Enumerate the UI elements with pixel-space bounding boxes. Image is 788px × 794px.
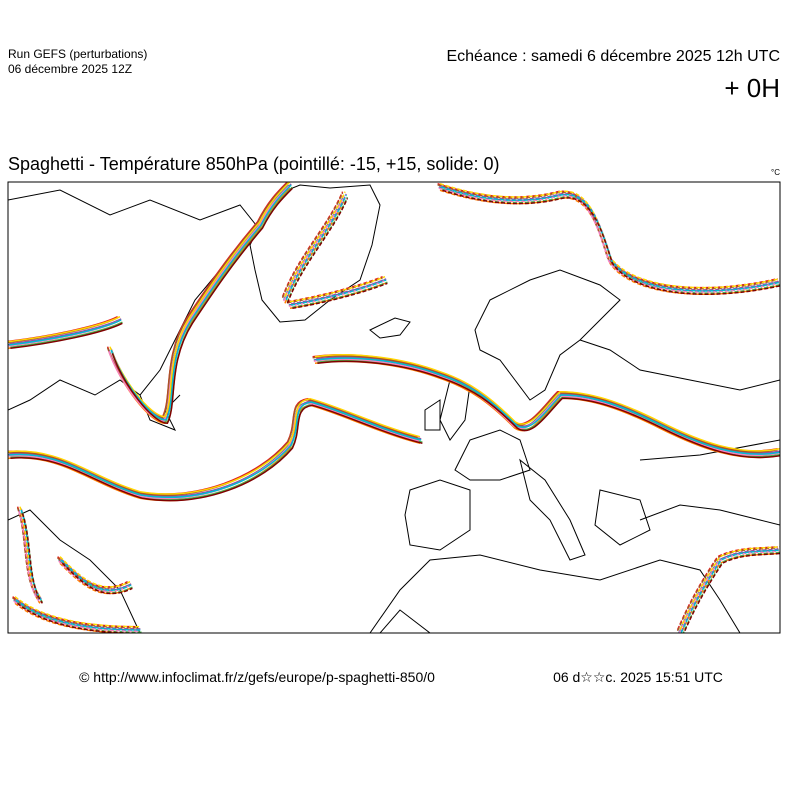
timestamp: 06 d☆☆c. 2025 15:51 UTC [553, 669, 723, 685]
echeance: Echéance : samedi 6 décembre 2025 12h UT… [446, 48, 780, 65]
dashed-contour [13, 510, 139, 632]
map [7, 181, 781, 634]
dashed-contour [676, 545, 778, 630]
lead-time: + 0H [724, 73, 780, 103]
dashed-contour [683, 552, 780, 633]
dashed-contour [437, 184, 778, 290]
run-date: 06 décembre 2025 12Z [8, 62, 132, 76]
coastlines [8, 184, 780, 633]
solid-contour [317, 360, 780, 459]
solid-contour [314, 354, 780, 452]
solid-contour [10, 187, 293, 425]
solid-contour [9, 183, 292, 420]
dashed-contour [676, 547, 778, 632]
dashed-contour [678, 550, 779, 633]
solid-contour [8, 397, 418, 495]
solid-contour [8, 182, 289, 418]
dashed-contour [285, 194, 387, 306]
dashed-contour [680, 549, 780, 633]
source-url: © http://www.infoclimat.fr/z/gefs/europe… [79, 669, 435, 685]
solid-contour [8, 397, 421, 495]
dashed-contour [678, 549, 779, 633]
solid-contour [9, 400, 422, 497]
solid-contour [312, 354, 778, 452]
solid-contour [312, 355, 778, 453]
dashed-contour [14, 506, 141, 628]
dashed-contour [440, 186, 780, 292]
solid-contour [8, 187, 291, 425]
unit: °C [771, 168, 780, 177]
solid-contour [8, 182, 289, 419]
map-title: Spaghetti - Température 850hPa (pointill… [8, 154, 499, 174]
dashed-contour [680, 552, 780, 633]
solid-contour [10, 186, 293, 423]
dashed-contour [679, 545, 780, 630]
solid-contour [10, 404, 423, 502]
solid-contour [9, 401, 422, 498]
solid-contour [9, 184, 292, 421]
spaghetti-lines [8, 182, 780, 633]
dashed-contour [284, 191, 386, 303]
solid-contour [8, 404, 421, 502]
dashed-contour [442, 188, 780, 294]
dashed-contour [438, 187, 779, 293]
dashed-contour [442, 189, 780, 295]
run-label: Run GEFS (perturbations) [8, 47, 147, 61]
map-frame [7, 181, 781, 634]
solid-contour [8, 182, 291, 418]
dashed-contour [439, 189, 780, 295]
solid-contour [316, 357, 780, 455]
dashed-contour [286, 198, 388, 310]
